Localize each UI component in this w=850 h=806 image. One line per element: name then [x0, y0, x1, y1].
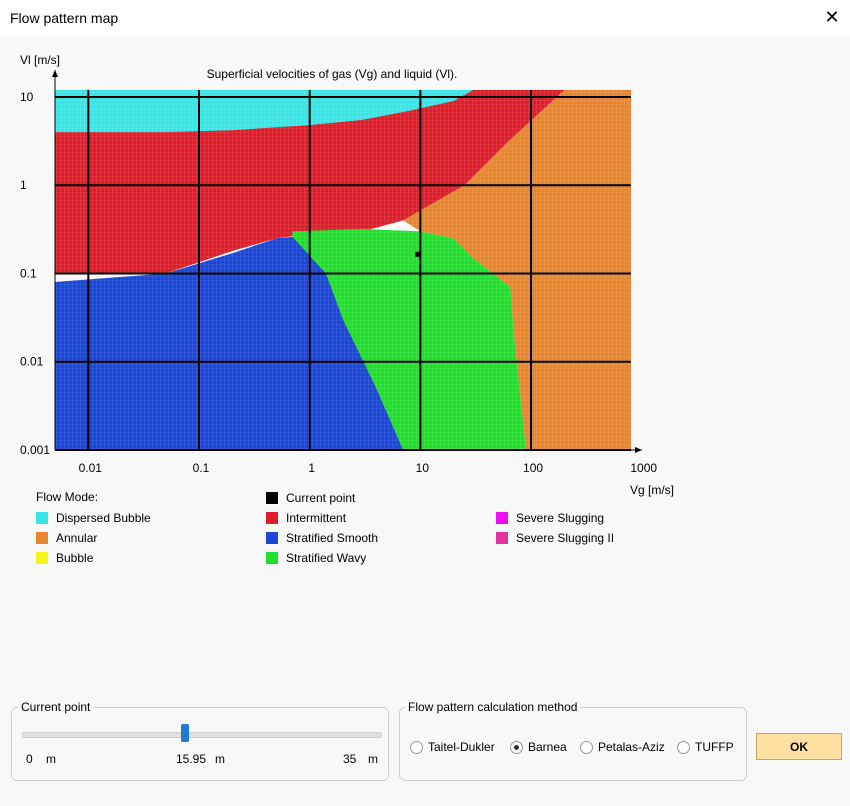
current-point-group-label: Current point: [18, 700, 94, 714]
legend-label: Severe Slugging: [516, 511, 605, 525]
cell-grid-overlay: [55, 90, 631, 450]
y-tick-label: 1: [20, 178, 27, 192]
legend-item-stratified-smooth: Stratified Smooth: [266, 530, 378, 546]
radio-barnea[interactable]: Barnea: [510, 740, 567, 754]
x-tick-label: 1: [308, 461, 315, 475]
window-title: Flow pattern map: [10, 10, 119, 26]
y-tick-label: 0.001: [20, 443, 50, 457]
legend-label: Bubble: [56, 551, 94, 565]
close-icon[interactable]: ✕: [824, 7, 840, 27]
y-axis-arrow: [52, 70, 58, 77]
y-tick-labels: 10 1 0.1 0.01 0.001: [20, 90, 50, 457]
flow-pattern-chart: 0.01 0.1 1 10 100 1000 10 1 0.1 0.01 0.001 Superf…: [20, 53, 674, 497]
slider-value-label: 15.95: [176, 752, 207, 766]
x-tick-label: 10: [416, 461, 430, 475]
legend-swatch: [266, 492, 278, 504]
radio-petalas-aziz[interactable]: Petalas-Aziz: [580, 740, 666, 754]
chart-title: Superficial velocities of gas (Vg) and l…: [207, 67, 458, 81]
current-point-slider-thumb[interactable]: [181, 724, 190, 742]
legend-swatch: [266, 512, 278, 524]
radio-selected-dot: [514, 744, 519, 750]
legend-label: Dispersed Bubble: [56, 511, 151, 525]
radio-tuffp[interactable]: TUFFP: [677, 740, 734, 754]
x-tick-label: 0.1: [193, 461, 210, 475]
legend-item-intermittent: Intermittent: [266, 510, 346, 526]
legend-label: Stratified Smooth: [286, 531, 379, 545]
legend-item-dispersed-bubble: Dispersed Bubble: [36, 510, 151, 526]
slider-max-unit: m: [368, 752, 378, 766]
legend-swatch: [36, 512, 48, 524]
current-point-group: [11, 707, 389, 781]
radio-taitel-dukler[interactable]: Taitel-Dukler: [410, 740, 495, 754]
legend-swatch: [496, 512, 508, 524]
y-tick-label: 10: [20, 90, 34, 104]
axes: [52, 70, 642, 453]
legend-label: Stratified Wavy: [286, 551, 367, 565]
method-group-label: Flow pattern calculation method: [405, 700, 581, 714]
x-tick-label: 0.01: [79, 461, 103, 475]
y-tick-label: 0.01: [20, 355, 44, 369]
radio-circle: [410, 740, 423, 754]
legend-swatch: [266, 532, 278, 544]
current-point-marker: [415, 251, 421, 257]
y-axis-label: Vl [m/s]: [20, 53, 60, 67]
legend-item-severe-slugging: Severe Slugging: [496, 510, 604, 526]
legend-item-severe-slugging-ii: Severe Slugging II: [496, 530, 614, 546]
radio-circle: [580, 740, 593, 754]
title-bar: Flow pattern map ✕: [0, 0, 850, 36]
x-tick-label: 1000: [630, 461, 657, 475]
x-tick-labels: 0.01 0.1 1 10 100 1000: [79, 461, 658, 475]
radio-circle: [510, 740, 523, 754]
legend-swatch: [36, 532, 48, 544]
radio-label: TUFFP: [695, 740, 734, 754]
slider-value-unit: m: [215, 752, 225, 766]
legend-title: Flow Mode:: [36, 490, 99, 504]
legend-label: Annular: [56, 531, 98, 545]
legend-label: Severe Slugging II: [516, 531, 615, 545]
legend-label: Current point: [286, 491, 356, 505]
legend-item-stratified-wavy: Stratified Wavy: [266, 550, 366, 566]
ok-button[interactable]: OK: [756, 733, 842, 760]
radio-label: Petalas-Aziz: [598, 740, 665, 754]
legend-item-bubble: Bubble: [36, 550, 93, 566]
radio-label: Taitel-Dukler: [428, 740, 495, 754]
radio-label: Barnea: [528, 740, 567, 754]
legend-swatch: [36, 552, 48, 564]
x-axis-label: Vg [m/s]: [630, 483, 674, 497]
legend-item-annular: Annular: [36, 530, 97, 546]
slider-min-label: 0: [26, 752, 33, 766]
y-tick-label: 0.1: [20, 266, 37, 280]
radio-circle: [677, 740, 690, 754]
x-tick-label: 100: [523, 461, 543, 475]
slider-max-label: 35: [343, 752, 357, 766]
current-point-slider-track[interactable]: [22, 732, 382, 738]
slider-min-unit: m: [46, 752, 56, 766]
legend-swatch: [496, 532, 508, 544]
legend-label: Intermittent: [286, 511, 347, 525]
legend-item-current-point: Current point: [266, 490, 355, 506]
legend-swatch: [266, 552, 278, 564]
x-axis-arrow: [635, 447, 642, 453]
